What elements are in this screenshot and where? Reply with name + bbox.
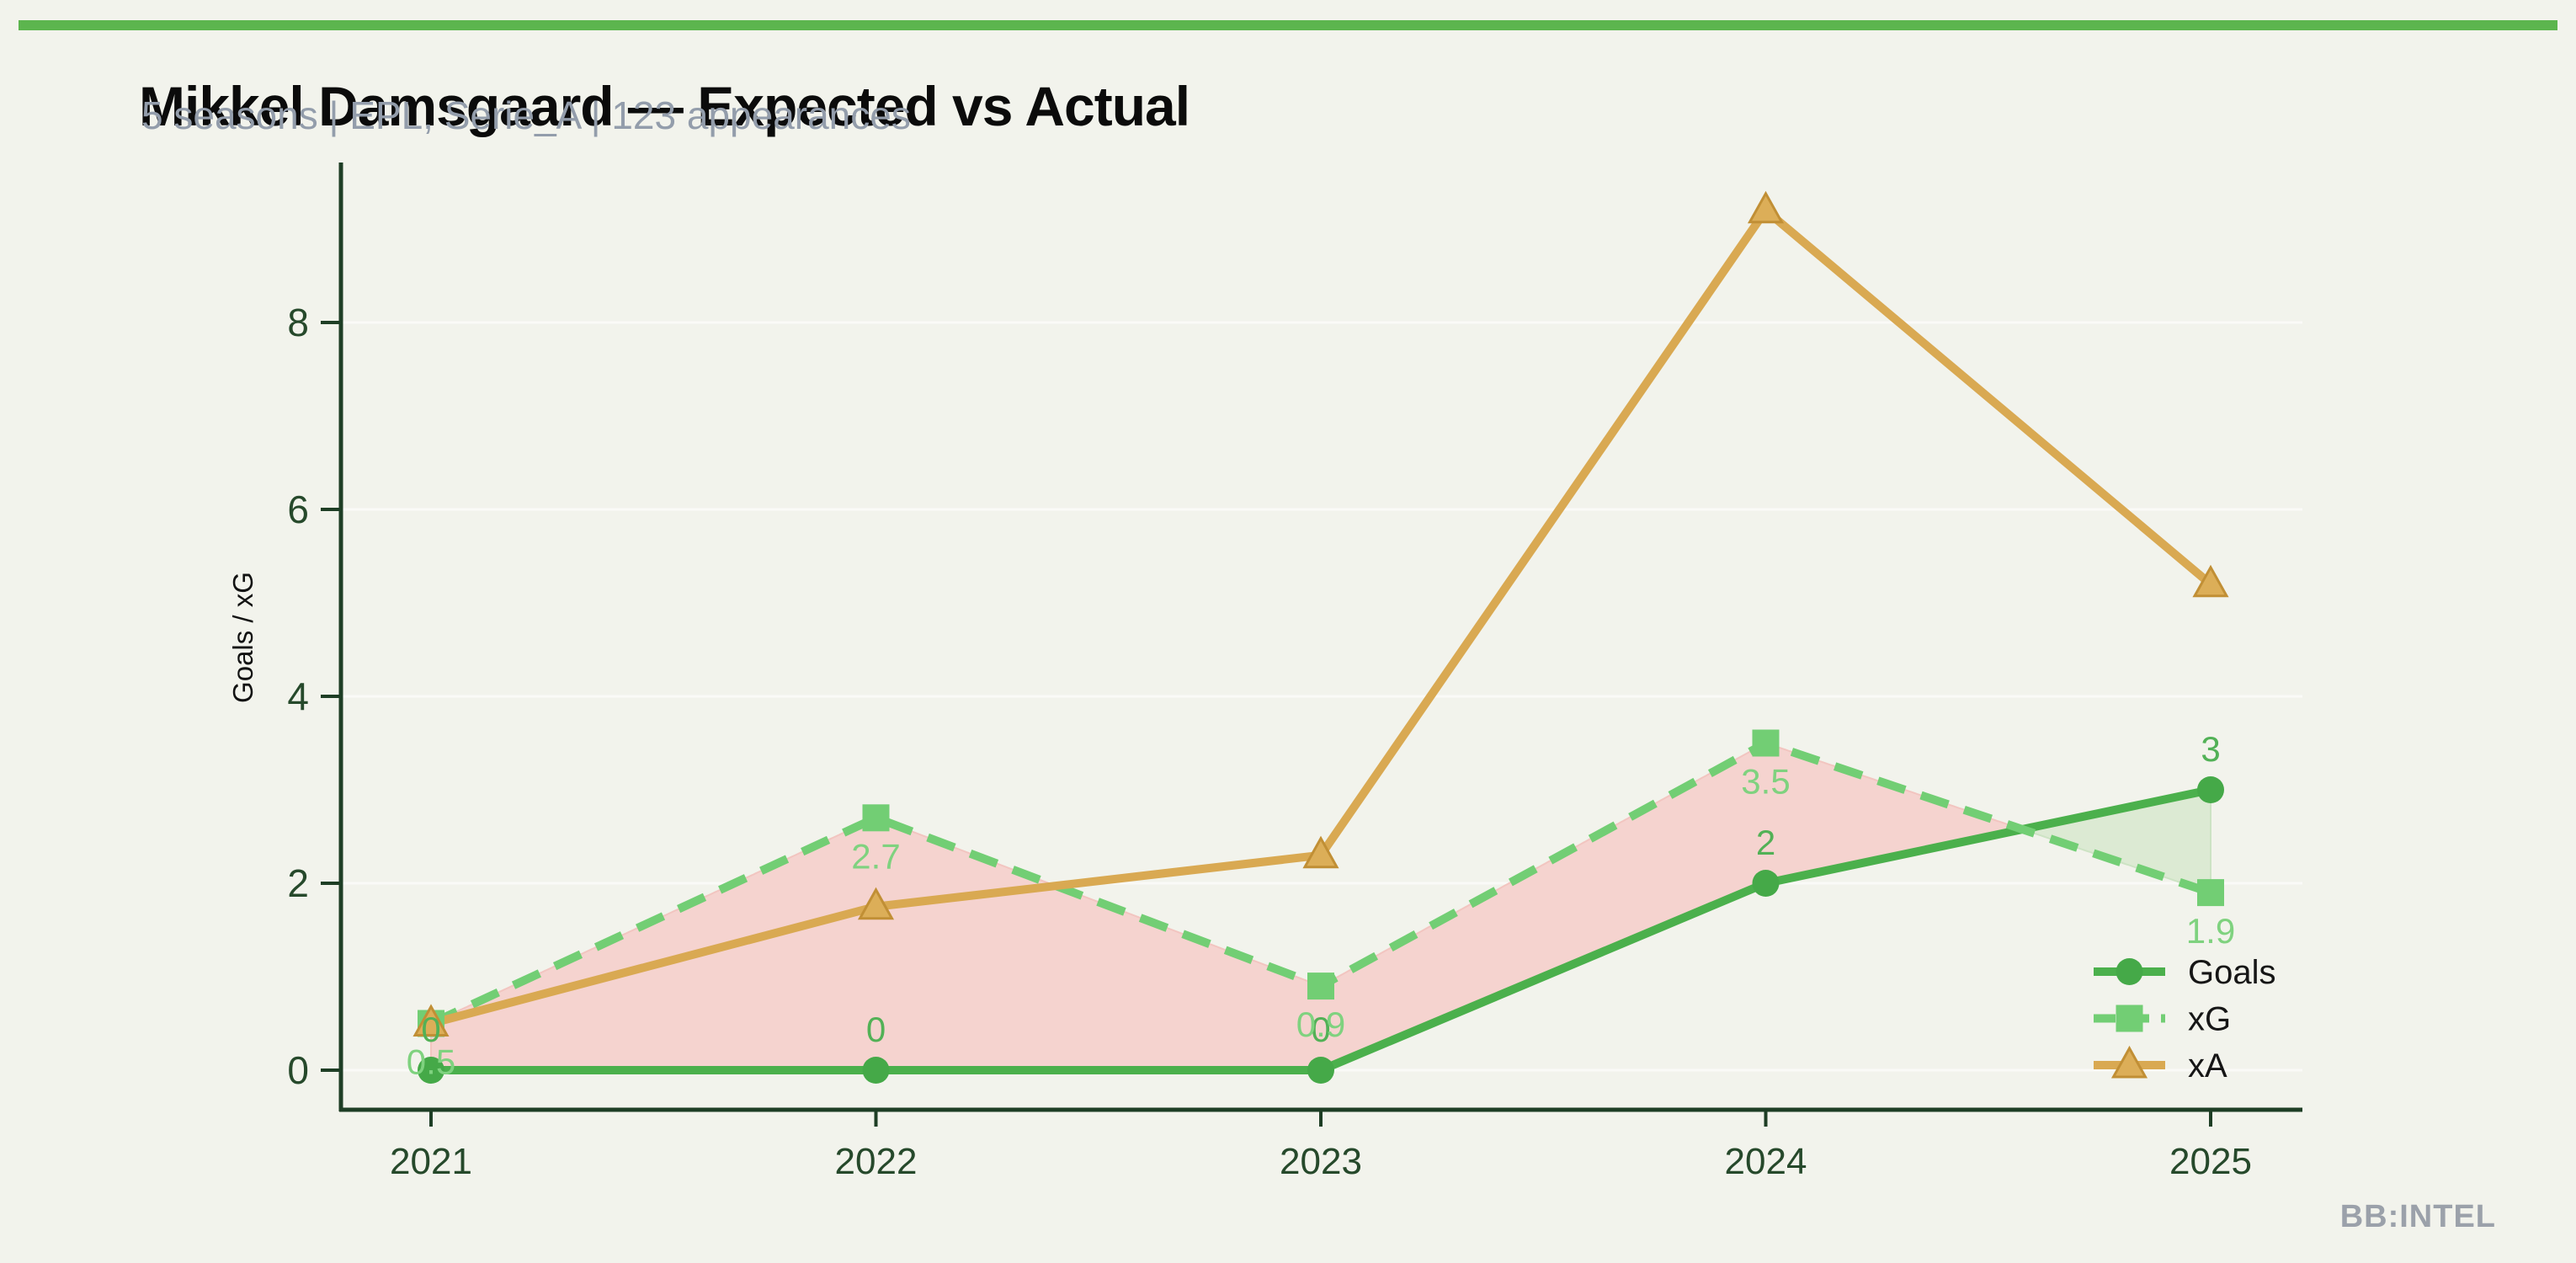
svg-text:0: 0: [421, 1010, 440, 1049]
svg-text:2024: 2024: [1725, 1141, 1807, 1182]
svg-text:xG: xG: [2188, 1001, 2231, 1038]
svg-text:3: 3: [2201, 729, 2220, 769]
svg-text:2022: 2022: [835, 1141, 918, 1182]
svg-text:8: 8: [287, 301, 309, 344]
page-title: Mikkel Damsgaard — Expected vs Actual: [139, 75, 1190, 138]
svg-text:6: 6: [287, 488, 309, 531]
svg-text:2: 2: [1756, 823, 1775, 862]
svg-text:2021: 2021: [390, 1141, 472, 1182]
svg-text:xA: xA: [2188, 1047, 2227, 1084]
svg-text:0: 0: [287, 1048, 309, 1092]
svg-text:0.5: 0.5: [407, 1042, 455, 1082]
svg-text:0: 0: [1311, 1010, 1330, 1049]
svg-text:3.5: 3.5: [1741, 762, 1790, 802]
svg-text:0.9: 0.9: [1296, 1005, 1345, 1044]
svg-text:2023: 2023: [1280, 1141, 1362, 1182]
svg-text:2025: 2025: [2169, 1141, 2252, 1182]
top-accent-bar: [19, 20, 2557, 30]
svg-text:1.9: 1.9: [2186, 911, 2235, 951]
svg-text:2: 2: [287, 861, 309, 905]
svg-text:Goals / xG: Goals / xG: [227, 572, 258, 703]
svg-text:Goals: Goals: [2188, 954, 2276, 991]
page-subtitle: 5 seasons | EPL, Serie_A | 123 appearanc…: [141, 93, 911, 137]
svg-text:2.7: 2.7: [851, 836, 900, 876]
svg-text:4: 4: [287, 674, 309, 718]
watermark-text: BB:INTEL: [2339, 1199, 2496, 1234]
svg-text:0: 0: [866, 1010, 886, 1049]
